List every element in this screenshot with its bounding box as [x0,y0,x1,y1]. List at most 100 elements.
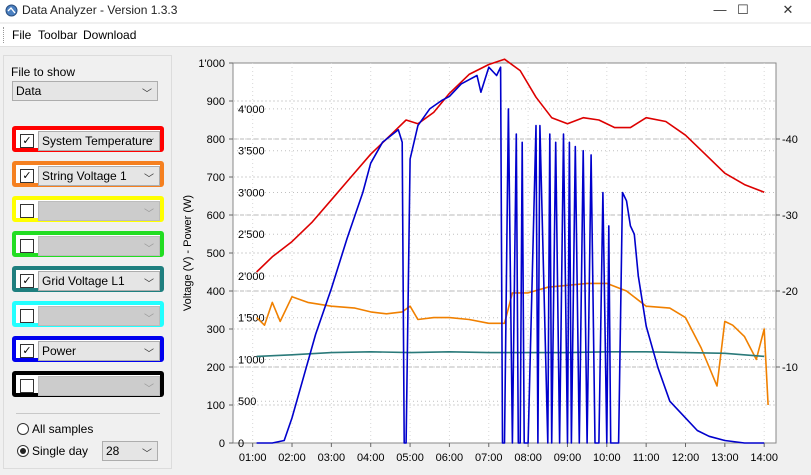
x-tick-label: 11:00 [633,452,660,464]
y-tick-label: 600 [207,210,225,222]
series-select-value: Power [42,344,77,358]
single-day-label: Single day [32,444,89,458]
series-select[interactable]: ﹀ [38,236,160,256]
divider [16,413,160,414]
y-tick-label: 300 [207,324,225,336]
power-tick-label: 2'000 [238,271,265,283]
series-select[interactable]: Grid Voltage L1 ﹀ [38,271,160,291]
series-select[interactable]: ﹀ [38,376,160,396]
y-right-tick-label: -20 [782,286,798,298]
chevron-down-icon: ﹀ [144,209,154,220]
app-icon [5,4,18,17]
y-tick-label: 100 [207,400,225,412]
series-row: ✓ Power ﹀ [12,336,164,362]
single-day-radio[interactable] [17,445,29,457]
series-line [256,66,765,444]
chevron-down-icon: ﹀ [144,174,154,185]
power-tick-label: 1'500 [238,313,265,325]
control-panel: File to show Data ﹀ ✓ System Temperature ﹀… [3,55,172,469]
y-tick-label: 500 [207,248,225,260]
chevron-down-icon: ﹀ [144,384,154,395]
chart-panel: 0 100 200 300 400 500 600 700 800 900 1'000 -10 -20 -… [178,56,811,472]
menu-toolbar[interactable]: Toolbar [38,28,78,42]
x-tick-label: 06:00 [436,452,464,464]
series-row: ✓ Grid Voltage L1 ﹀ [12,266,164,292]
y-tick-label: 700 [207,172,225,184]
day-select[interactable]: 28 ﹀ [102,441,158,461]
series-checkbox[interactable]: ✓ [20,169,34,183]
chevron-down-icon: ﹀ [144,139,154,150]
series-checkbox[interactable] [20,379,34,393]
power-tick-label: 3'000 [238,187,265,199]
power-tick-label: 3'500 [238,146,265,158]
series-line [256,282,769,406]
power-tick-label: 4'000 [238,104,265,116]
toolbar-grip[interactable] [3,27,6,43]
x-tick-label: 12:00 [672,452,700,464]
series-checkbox[interactable]: ✓ [20,134,34,148]
title-bar: Data Analyzer - Version 1.3.3 — ☐ ✕ [0,0,811,22]
series-line [256,350,765,358]
x-tick-label: 09:00 [554,452,582,464]
series-select[interactable]: Power ﹀ [38,341,160,361]
y-tick-label: 400 [207,286,225,298]
series-select[interactable]: String Voltage 1 ﹀ [38,166,160,186]
x-tick-label: 01:00 [239,452,267,464]
file-to-show-label: File to show [11,65,76,79]
chevron-down-icon: ﹀ [144,349,154,360]
y-tick-label: 0 [219,438,225,450]
power-tick-label: 2'500 [238,229,265,241]
x-tick-label: 13:00 [711,452,739,464]
menu-download[interactable]: Download [83,28,137,42]
series-checkbox[interactable]: ✓ [20,344,34,358]
x-tick-label: 02:00 [278,452,306,464]
day-select-value: 28 [106,444,120,458]
power-tick-label: 1'000 [238,354,265,366]
file-select[interactable]: Data ﹀ [12,81,158,101]
series-checkbox[interactable]: ✓ [20,274,34,288]
power-tick-label: 0 [238,438,244,450]
series-row: ✓ System Temperature ﹀ [12,126,164,152]
series-select[interactable]: ﹀ [38,306,160,326]
chevron-down-icon: ﹀ [144,314,154,325]
x-tick-label: 10:00 [593,452,621,464]
file-select-value: Data [16,84,42,98]
chevron-down-icon: ﹀ [142,449,152,460]
y-right-tick-label: -40 [782,134,798,146]
series-checkbox[interactable] [20,204,34,218]
y-tick-label: 200 [207,362,225,374]
series-checkbox[interactable] [20,239,34,253]
close-button[interactable]: ✕ [782,2,794,17]
y-axis-label: Voltage (V) - Power (W) [182,195,194,311]
y-tick-label: 800 [207,134,225,146]
x-tick-label: 04:00 [357,452,385,464]
series-select-value: String Voltage 1 [42,169,127,183]
chevron-down-icon: ﹀ [144,244,154,255]
x-tick-label: 08:00 [514,452,542,464]
all-samples-radio[interactable] [17,423,29,435]
x-tick-label: 05:00 [396,452,424,464]
series-row: ﹀ [12,301,164,327]
power-tick-label: 500 [238,396,256,408]
x-tick-label: 07:00 [475,452,503,464]
y-right-tick-label: -10 [782,362,798,374]
series-line [256,58,765,273]
menu-bar: File Toolbar Download [0,24,811,47]
series-row: ﹀ [12,371,164,397]
series-select[interactable]: ﹀ [38,201,160,221]
all-samples-label: All samples [32,422,94,436]
maximize-button[interactable]: ☐ [737,2,749,17]
chevron-down-icon: ﹀ [142,89,152,100]
series-row: ﹀ [12,196,164,222]
y-tick-label: 900 [207,96,225,108]
x-tick-label: 14:00 [750,452,778,464]
x-tick-label: 03:00 [318,452,346,464]
series-select[interactable]: System Temperature ﹀ [38,131,160,151]
menu-file[interactable]: File [12,28,32,42]
window-title: Data Analyzer - Version 1.3.3 [22,3,178,17]
series-checkbox[interactable] [20,309,34,323]
chevron-down-icon: ﹀ [144,279,154,290]
series-row: ﹀ [12,231,164,257]
y-right-tick-label: -30 [782,210,798,222]
minimize-button[interactable]: — [713,2,727,17]
